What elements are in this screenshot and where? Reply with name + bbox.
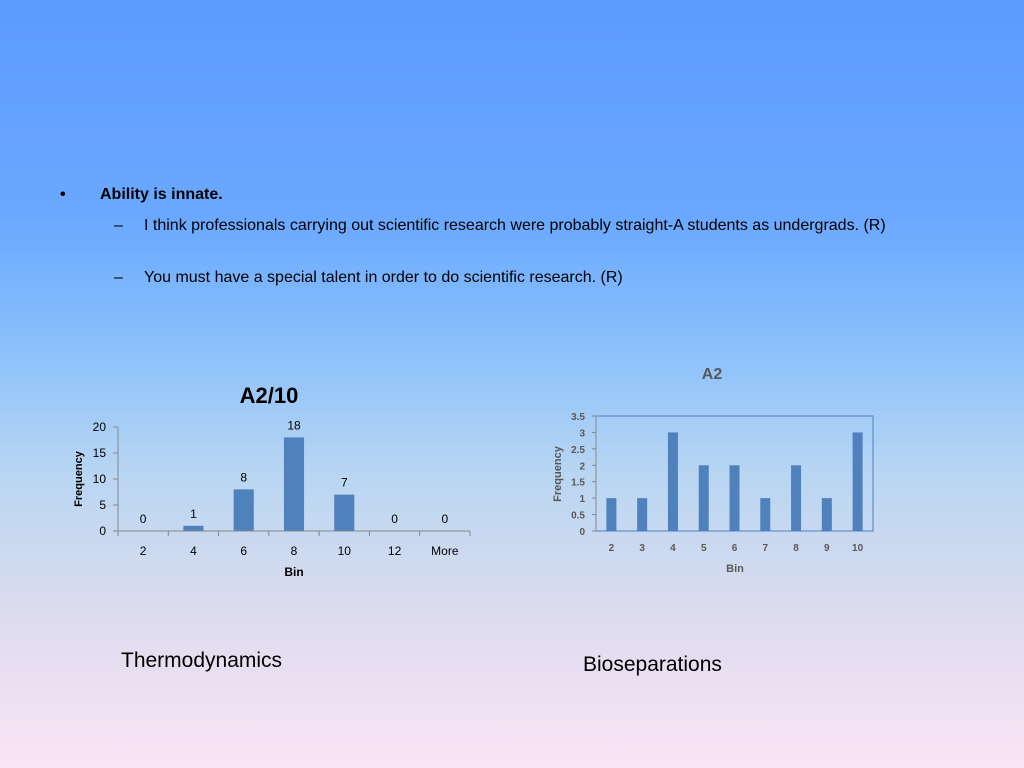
chart-title: A2/10 (240, 383, 299, 408)
bar (667, 432, 678, 531)
y-tick-label: 1 (579, 494, 585, 505)
y-axis-label: Frequency (73, 450, 85, 507)
y-tick-label: 3 (579, 428, 585, 439)
y-tick-label: 0 (99, 524, 106, 538)
x-tick-label: 9 (824, 543, 830, 554)
x-tick-label: 10 (338, 544, 352, 558)
bar (233, 489, 254, 531)
x-tick-label: 2 (609, 543, 615, 554)
caption-bioseparations: Bioseparations (583, 653, 722, 676)
bar (791, 465, 802, 531)
chart-title: A2 (702, 366, 723, 383)
caption-thermodynamics: Thermodynamics (121, 649, 283, 672)
x-tick-label: 7 (762, 543, 768, 554)
data-label: 0 (442, 512, 449, 526)
bar (821, 498, 832, 531)
bar (637, 498, 648, 531)
sub-bullet-marker: – (114, 269, 123, 286)
x-axis-label: Bin (284, 565, 303, 579)
bar (852, 432, 863, 531)
y-axis-label: Frequency (552, 445, 564, 502)
y-tick-label: 20 (93, 420, 107, 434)
x-tick-label: 4 (190, 544, 197, 558)
x-tick-label: 8 (291, 544, 298, 558)
data-label: 1 (190, 507, 197, 521)
bar (334, 494, 355, 531)
y-tick-label: 0 (579, 527, 585, 538)
bar (283, 437, 305, 531)
x-tick-label: More (431, 544, 459, 558)
y-tick-label: 2 (579, 461, 585, 472)
bullet-text: Ability is innate. (100, 186, 223, 203)
y-tick-label: 0.5 (571, 511, 585, 522)
x-axis-label: Bin (726, 563, 744, 575)
sub-bullet-marker: – (114, 217, 123, 234)
bullet-marker: • (60, 186, 66, 203)
y-tick-label: 10 (93, 472, 107, 486)
data-label: 7 (341, 476, 348, 490)
y-tick-label: 15 (93, 446, 107, 460)
y-tick-label: 3.5 (571, 412, 585, 423)
x-tick-label: 10 (852, 543, 864, 554)
data-label: 18 (287, 418, 301, 432)
y-tick-label: 2.5 (571, 445, 585, 456)
x-tick-label: 6 (240, 544, 247, 558)
bar (606, 498, 617, 531)
x-tick-label: 3 (639, 543, 645, 554)
bar (183, 525, 204, 531)
x-tick-label: 12 (388, 544, 402, 558)
x-tick-label: 4 (670, 543, 676, 554)
bar (729, 465, 740, 531)
x-tick-label: 2 (140, 544, 147, 558)
x-tick-label: 5 (701, 543, 707, 554)
y-tick-label: 5 (99, 498, 106, 512)
bar (760, 498, 771, 531)
sub-bullet-text: You must have a special talent in order … (144, 269, 623, 286)
y-tick-label: 1.5 (571, 478, 585, 489)
bioseparations-histogram: A2 Frequency Bin 0 0.5 1 1.5 2 2.5 3 3.5 2 3 4 5 6 7 8… (552, 366, 874, 575)
bullet-list: • Ability is innate. – I think professio… (0, 0, 1024, 300)
data-label: 8 (240, 470, 247, 484)
data-label: 0 (140, 512, 147, 526)
bar (698, 465, 709, 531)
x-tick-label: 8 (793, 543, 799, 554)
x-tick-label: 6 (732, 543, 738, 554)
data-label: 0 (391, 512, 398, 526)
sub-bullet-text: I think professionals carrying out scien… (144, 217, 886, 234)
